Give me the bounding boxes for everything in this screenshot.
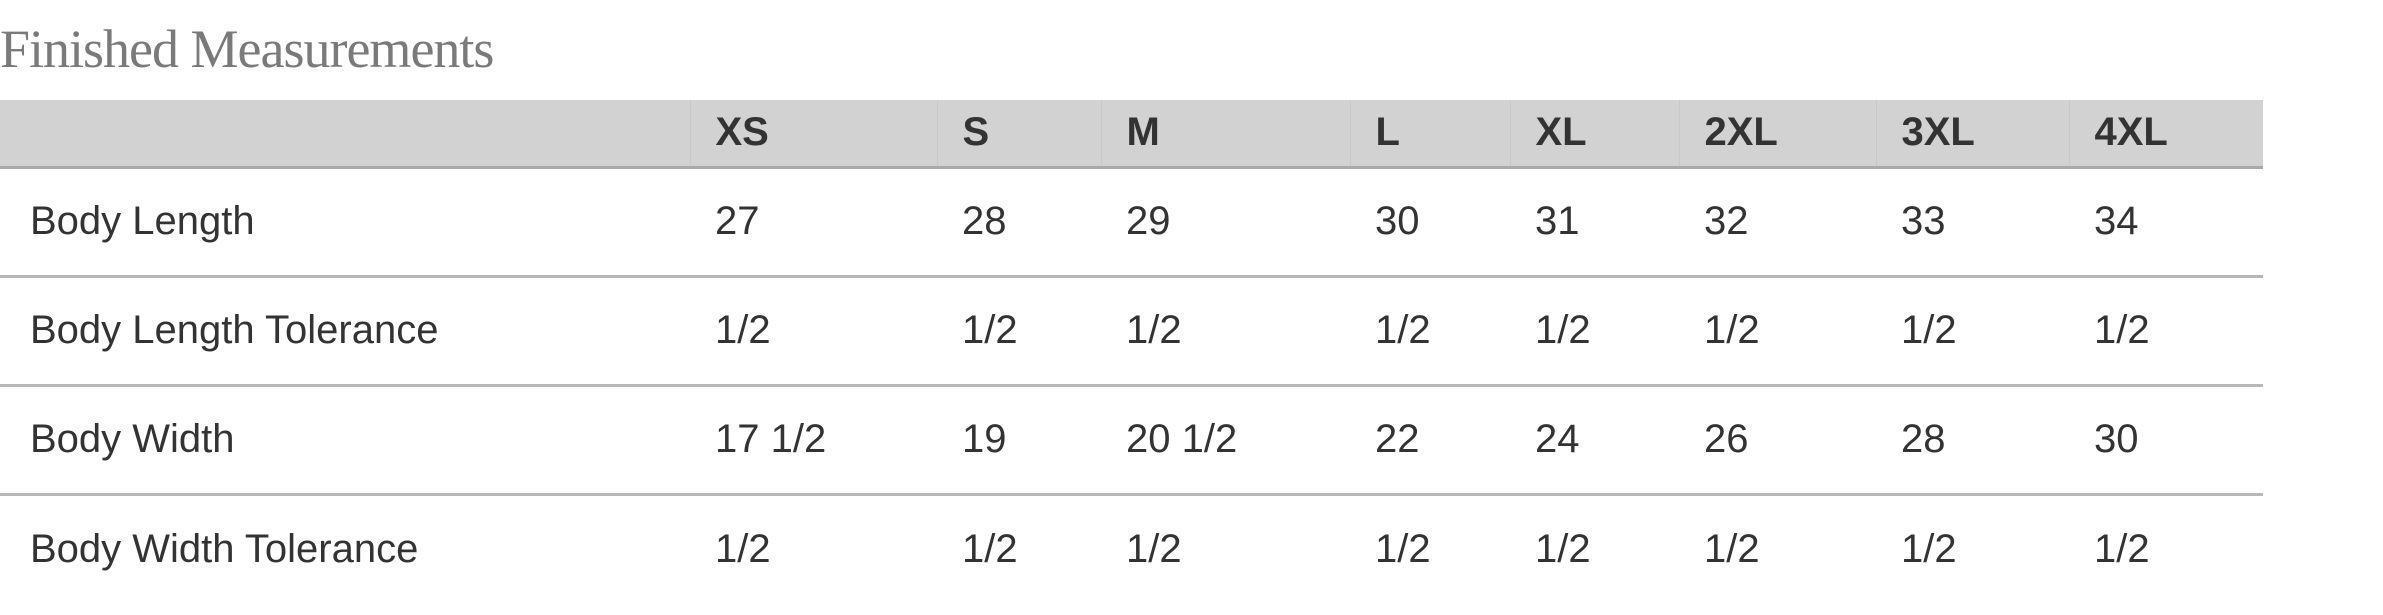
measurement-cell: 24 bbox=[1535, 417, 1580, 461]
measurement-cell: 32 bbox=[1704, 199, 1749, 243]
table-row: Body Length 27 28 29 30 31 32 33 34 bbox=[0, 167, 2263, 276]
measurement-cell: 1/2 bbox=[1375, 308, 1431, 352]
header-cell-size: M bbox=[1100, 100, 1350, 167]
measurement-cell: 1/2 bbox=[2094, 308, 2150, 352]
measurement-cell: 28 bbox=[1901, 417, 1946, 461]
measurement-cell: 1/2 bbox=[1535, 308, 1591, 352]
measurement-cell: 1/2 bbox=[962, 308, 1018, 352]
table-row: Body Length Tolerance 1/2 1/2 1/2 1/2 1/2 1/2 1… bbox=[0, 276, 2263, 385]
row-label: Body Width Tolerance bbox=[30, 526, 419, 571]
measurement-cell: 28 bbox=[962, 199, 1007, 243]
header-cell-size: S bbox=[936, 100, 1101, 167]
table-row: Body Width Tolerance 1/2 1/2 1/2 1/2 1/2 1/2 1/… bbox=[0, 494, 2263, 603]
measurement-cell: 29 bbox=[1126, 199, 1171, 243]
measurement-cell: 1/2 bbox=[2094, 526, 2150, 571]
measurement-cell: 22 bbox=[1375, 417, 1420, 461]
measurement-cell: 17 1/2 bbox=[715, 417, 827, 461]
measurement-cell: 30 bbox=[1375, 199, 1420, 243]
measurement-cell: 20 1/2 bbox=[1126, 417, 1238, 461]
measurement-cell: 30 bbox=[2094, 417, 2139, 461]
measurement-cell: 31 bbox=[1535, 199, 1580, 243]
page-title: Finished Measurements bbox=[0, 19, 494, 79]
measurement-cell: 19 bbox=[962, 417, 1007, 461]
measurement-cell: 1/2 bbox=[1535, 526, 1591, 571]
row-label: Body Length Tolerance bbox=[30, 308, 439, 352]
measurement-cell: 1/2 bbox=[715, 526, 771, 571]
measurement-cell: 33 bbox=[1901, 199, 1946, 243]
measurement-cell: 1/2 bbox=[1901, 308, 1957, 352]
row-label: Body Length bbox=[30, 199, 255, 243]
header-cell-size: 4XL bbox=[2068, 100, 2263, 167]
header-cell-size: L bbox=[1349, 100, 1510, 167]
measurement-cell: 1/2 bbox=[1704, 526, 1760, 571]
measurement-cell: 1/2 bbox=[1126, 308, 1182, 352]
measurement-cell: 34 bbox=[2094, 199, 2139, 243]
measurements-table: XS S M L XL 2XL 3XL 4XL Body Length 27 28 29 30 31 32… bbox=[0, 100, 2263, 603]
row-label: Body Width bbox=[30, 417, 235, 461]
header-cell-size: 2XL bbox=[1678, 100, 1876, 167]
measurement-cell: 1/2 bbox=[1126, 526, 1182, 571]
header-cell-size: XL bbox=[1509, 100, 1679, 167]
measurement-cell: 1/2 bbox=[1375, 526, 1431, 571]
measurement-cell: 1/2 bbox=[1901, 526, 1957, 571]
measurement-cell: 1/2 bbox=[962, 526, 1018, 571]
measurement-cell: 26 bbox=[1704, 417, 1749, 461]
header-cell-size: XS bbox=[689, 100, 937, 167]
measurement-cell: 1/2 bbox=[715, 308, 771, 352]
header-cell-blank bbox=[0, 100, 690, 167]
table-header-row: XS S M L XL 2XL 3XL 4XL bbox=[0, 100, 2263, 167]
table-row: Body Width 17 1/2 19 20 1/2 22 24 26 28 30 bbox=[0, 385, 2263, 494]
header-cell-size: 3XL bbox=[1875, 100, 2069, 167]
measurement-cell: 1/2 bbox=[1704, 308, 1760, 352]
measurement-cell: 27 bbox=[715, 199, 760, 243]
